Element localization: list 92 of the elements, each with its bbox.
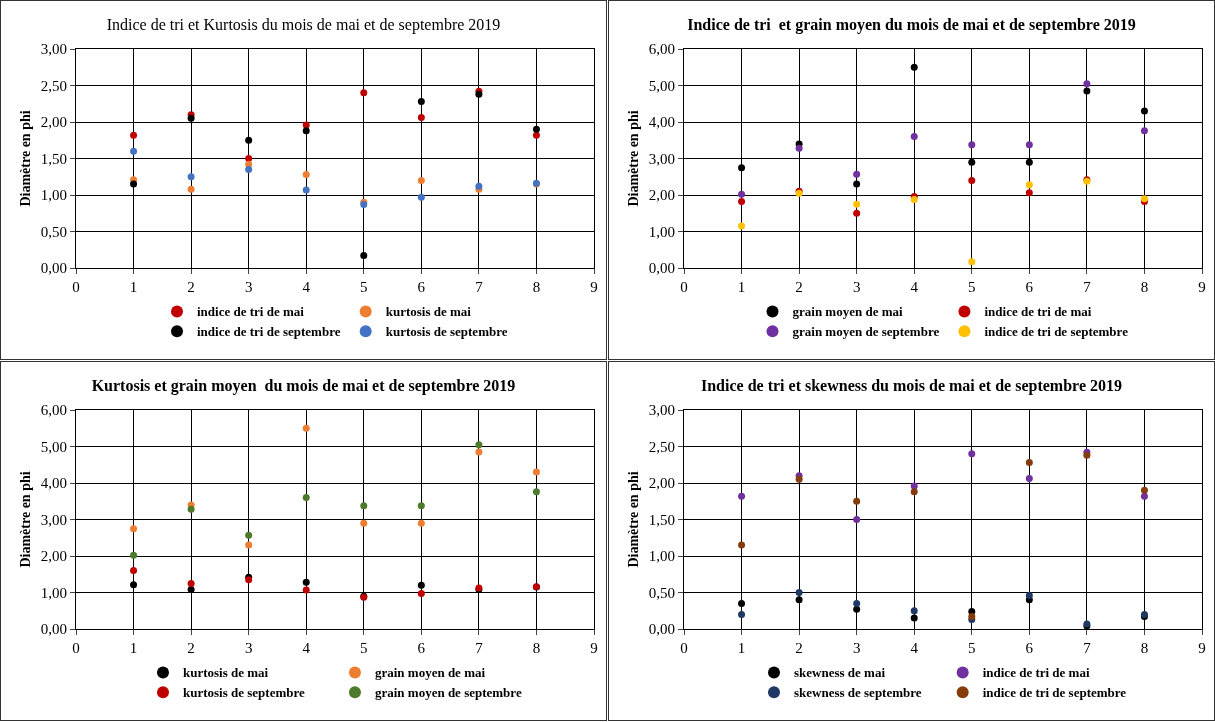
x-tick-label: 4 — [302, 640, 311, 656]
legend-label: grain moyen de septembre — [792, 324, 940, 340]
y-tick-label: 2,50 — [40, 77, 67, 94]
y-tick-label: 6,00 — [648, 41, 675, 58]
x-tick-label: 1 — [129, 640, 138, 656]
legend-label: grain moyen de mai — [792, 304, 904, 320]
x-tick-label: 7 — [475, 279, 484, 295]
y-tick-label: 2,00 — [648, 187, 675, 204]
y-axis-title: Diamètre en phi — [18, 471, 34, 568]
y-tick-label: 3,00 — [648, 150, 675, 167]
chart-title: Kurtosis et grain moyen du mois de mai et de septembre 2019 — [91, 377, 516, 396]
x-tick-label: 5 — [360, 640, 368, 656]
x-tick-label: 3 — [852, 640, 861, 656]
x-tick-label: 4 — [910, 640, 919, 656]
x-tick-label: 7 — [1083, 279, 1092, 295]
y-tick-label: 3,00 — [40, 511, 67, 528]
x-tick-label: 0 — [680, 279, 688, 295]
x-tick-label: 3 — [244, 640, 253, 656]
legend-label: kurtosis de mai — [183, 665, 269, 681]
y-tick-label: 0,50 — [648, 584, 675, 601]
y-tick-label: 1,00 — [40, 584, 67, 601]
chart-title: Indice de tri et grain moyen du mois de mai et de septembre 2019 — [687, 16, 1136, 35]
legend-label: skewness de septembre — [794, 685, 922, 701]
x-tick-label: 7 — [1083, 640, 1092, 656]
legend-label: grain moyen de mai — [374, 665, 486, 681]
legend-label: kurtosis de septembre — [183, 685, 306, 701]
y-axis-title: Diamètre en phi — [626, 110, 642, 207]
y-tick-label: 5,00 — [40, 438, 67, 455]
x-tick-label: 9 — [1198, 279, 1206, 295]
legend-label: indice de tri de septembre — [197, 324, 341, 340]
y-tick-label: 1,00 — [648, 548, 675, 565]
x-tick-label: 3 — [852, 279, 861, 295]
x-tick-label: 7 — [475, 640, 484, 656]
x-tick-label: 0 — [72, 640, 80, 656]
y-tick-label: 2,00 — [40, 548, 67, 565]
legend-label: kurtosis de septembre — [385, 324, 508, 340]
y-tick-label: 4,00 — [648, 114, 675, 131]
x-tick-label: 2 — [187, 279, 195, 295]
legend-label: indice de tri de septembre — [984, 324, 1129, 340]
x-tick-label: 4 — [302, 279, 311, 295]
chart-title: Indice de tri et Kurtosis du mois de mai et de septembre 2019 — [106, 16, 501, 35]
x-tick-label: 8 — [1140, 279, 1149, 295]
legend-label: grain moyen de septembre — [374, 685, 522, 701]
chart-title: Indice de tri et skewness du mois de mai et de septembre 2019 — [700, 377, 1123, 396]
x-tick-label: 0 — [72, 279, 80, 295]
x-tick-label: 8 — [532, 640, 541, 656]
x-tick-label: 5 — [968, 640, 976, 656]
x-tick-label: 2 — [187, 640, 195, 656]
y-tick-label: 5,00 — [648, 77, 675, 94]
y-tick-label: 4,00 — [40, 475, 67, 492]
y-tick-label: 2,50 — [648, 438, 675, 455]
y-tick-label: 1,50 — [648, 511, 675, 528]
x-tick-label: 2 — [795, 279, 803, 295]
y-tick-label: 3,00 — [40, 41, 67, 58]
y-tick-label: 1,00 — [648, 223, 675, 240]
y-tick-label: 3,00 — [648, 402, 675, 419]
y-tick-label: 6,00 — [40, 402, 67, 419]
legend-label: indice de tri de mai — [982, 665, 1090, 681]
x-tick-label: 8 — [532, 279, 541, 295]
x-tick-label: 1 — [737, 279, 746, 295]
y-tick-label: 2,00 — [648, 475, 675, 492]
y-axis-title: Diamètre en phi — [626, 471, 642, 568]
legend-label: indice de tri de septembre — [982, 685, 1127, 701]
x-tick-label: 2 — [795, 640, 803, 656]
y-tick-label: 2,00 — [40, 114, 67, 131]
x-tick-label: 8 — [1140, 640, 1149, 656]
legend-label: indice de tri de mai — [984, 304, 1092, 320]
y-tick-label: 1,00 — [40, 187, 67, 204]
x-tick-label: 6 — [1025, 279, 1034, 295]
y-tick-label: 1,50 — [40, 150, 67, 167]
x-tick-label: 1 — [129, 279, 138, 295]
y-axis-title: Diamètre en phi — [18, 110, 34, 207]
x-tick-label: 1 — [737, 640, 746, 656]
x-tick-label: 3 — [244, 279, 253, 295]
y-tick-label: 0,00 — [648, 621, 675, 638]
x-tick-label: 5 — [360, 279, 368, 295]
x-tick-label: 6 — [1025, 640, 1034, 656]
legend-label: skewness de mai — [794, 665, 886, 681]
y-tick-label: 0,00 — [40, 260, 67, 277]
y-tick-label: 0,00 — [40, 621, 67, 638]
x-tick-label: 4 — [910, 279, 919, 295]
y-tick-label: 0,50 — [40, 223, 67, 240]
x-tick-label: 5 — [968, 279, 976, 295]
y-tick-label: 0,00 — [648, 260, 675, 277]
x-tick-label: 6 — [417, 640, 426, 656]
legend-label: kurtosis de mai — [385, 304, 472, 320]
x-tick-label: 9 — [590, 640, 598, 656]
x-tick-label: 9 — [590, 279, 598, 295]
x-tick-label: 6 — [417, 279, 426, 295]
x-tick-label: 0 — [680, 640, 688, 656]
legend-label: indice de tri de mai — [197, 304, 305, 320]
x-tick-label: 9 — [1198, 640, 1206, 656]
